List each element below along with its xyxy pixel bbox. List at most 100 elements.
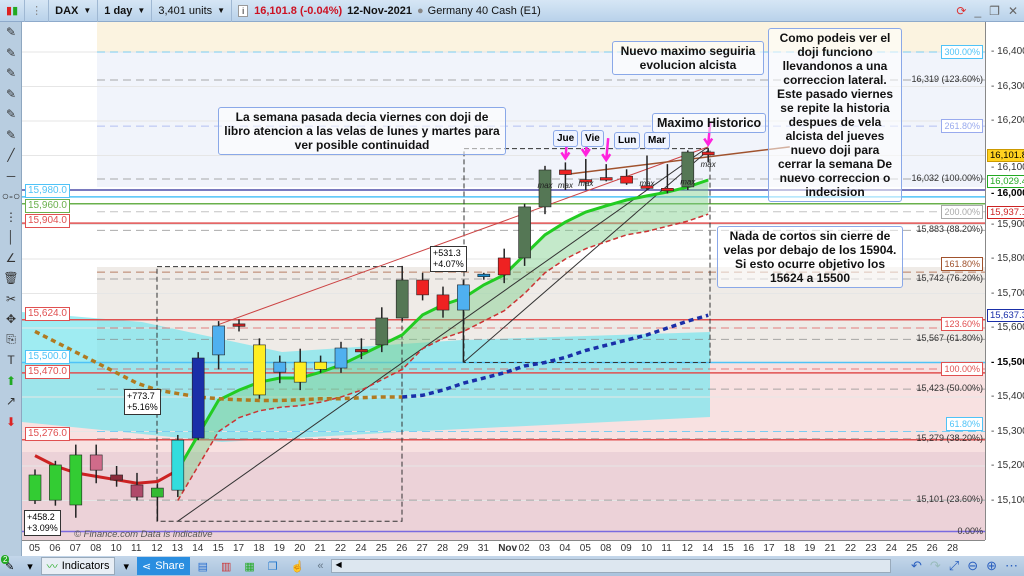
windows-icon[interactable]: ❐ <box>267 560 278 573</box>
indicators-button[interactable]: 〰 Indicators <box>40 557 116 575</box>
close-icon[interactable]: ✕ <box>1007 3 1018 18</box>
hline-label[interactable]: 15,276.0 <box>25 426 70 441</box>
indicators-dropdown[interactable]: ▾ <box>123 560 129 573</box>
share-button[interactable]: ⋖ Share <box>136 557 190 575</box>
drawing-toolbar: ✎ ✎ ✎ ✎ ✎ ✎ ╱ ─ ○-○ ⋮ │ ∠ 🗑 ✂ ✥ ⎘ T ⬆ ↗ ⬇ <box>0 22 22 556</box>
arrow-icon[interactable]: ↗ <box>5 394 17 409</box>
vline-icon[interactable]: │ <box>7 230 15 245</box>
hline-label[interactable]: 15,470.0 <box>25 364 70 379</box>
annotation-new-high[interactable]: Nuevo maximo seguiria evolucion alcista <box>612 41 764 75</box>
candle-body <box>191 357 205 439</box>
zoom-in-icon[interactable]: ⊕ <box>986 558 997 573</box>
brush-icon[interactable]: ✎ <box>5 45 17 60</box>
price-tick: - 16,200 <box>991 115 1024 126</box>
chart-type-icon[interactable]: ▮ ▮ <box>0 0 26 22</box>
comment-icon[interactable]: ▤ <box>197 560 208 573</box>
price-tick: - 15,100 <box>991 494 1024 506</box>
arrow-down-icon[interactable]: ⬇ <box>5 414 17 429</box>
vsegment-icon[interactable]: ⋮ <box>5 209 17 224</box>
symbol-select[interactable]: DAX ▼ <box>49 0 99 22</box>
fib-level-label: 16,032 (100.00%) <box>911 172 983 183</box>
band-area <box>177 179 709 501</box>
date-tick: 23 <box>865 543 877 554</box>
cursor-icon[interactable]: ✎ <box>5 86 17 101</box>
date-tick: 18 <box>783 543 795 554</box>
drawing-tools-button[interactable]: ✎ 2 <box>1 555 15 573</box>
angle-icon[interactable]: ∠ <box>5 250 17 265</box>
label-lun[interactable]: Lun <box>614 132 641 149</box>
date-tick: 04 <box>559 543 571 554</box>
zoom-out-icon[interactable]: ⊖ <box>967 558 979 573</box>
collapse-icon[interactable]: « <box>317 560 324 572</box>
alert-icon[interactable]: ✎ <box>5 66 17 81</box>
zone-bottom <box>22 452 985 540</box>
text-icon[interactable]: T <box>7 353 15 368</box>
candle-body <box>497 257 511 276</box>
measure-points: +531.3 <box>433 248 461 258</box>
fib-level-label: 123.60% <box>941 317 983 332</box>
max-label: max <box>537 181 553 190</box>
arrow-up-icon[interactable]: ⬆ <box>5 373 17 388</box>
interval-select[interactable]: 1 day ▼ <box>98 0 153 22</box>
measure-box-2[interactable]: +773.7 +5.16% <box>124 389 161 415</box>
tools-icon[interactable]: ✂ <box>5 291 17 306</box>
zoom-fit-icon[interactable]: ⤢ <box>948 558 960 573</box>
annotation-no-shorts[interactable]: Nada de cortos sin cierre de velas por d… <box>717 226 903 288</box>
more-icon[interactable]: ⋯ <box>1005 558 1018 573</box>
info-icon[interactable]: i <box>238 4 249 17</box>
price-tick: - 15,500 <box>991 356 1024 368</box>
copy-icon[interactable]: ⎘ <box>6 332 16 347</box>
hline-label[interactable]: 15,500.0 <box>25 349 70 364</box>
line-icon[interactable]: ╱ <box>7 148 15 163</box>
date-tick: 08 <box>600 543 612 554</box>
current-date: 12-Nov-2021 <box>347 4 412 17</box>
date-tick: 10 <box>110 543 122 554</box>
link-icon[interactable]: ⋮ <box>25 0 50 22</box>
trash-icon[interactable]: 🗑 <box>3 271 19 286</box>
badge: 2 <box>1 555 10 564</box>
hline-label[interactable]: 15,904.0 <box>25 213 70 228</box>
refresh-icon[interactable]: ⟳ <box>956 3 967 18</box>
trade-icon[interactable]: ☝ <box>290 560 305 573</box>
ruler-icon[interactable]: ✎ <box>5 107 17 122</box>
label-vie[interactable]: Vie <box>581 130 604 147</box>
candle-body <box>212 325 225 356</box>
date-axis[interactable]: 05 06 07 08 10 11 12 13 14 15 17 18 19 20 21 22 24 25 26 27… <box>22 540 985 556</box>
pencil-icon[interactable]: ✎ <box>5 25 17 40</box>
date-tick: 06 <box>49 543 61 554</box>
hline-label[interactable]: 15,960.0 <box>25 198 70 213</box>
hline-label[interactable]: 15,980.0 <box>25 183 70 198</box>
current-price: 16,101.8 (-0.04%) <box>254 4 343 17</box>
nodes-icon[interactable]: ✎ <box>5 127 17 142</box>
segment-icon[interactable]: ○-○ <box>1 189 21 204</box>
annotation-doji[interactable]: Como podeis ver el doji funciono llevand… <box>768 28 902 202</box>
measure-box-3[interactable]: +458.2 +3.09% <box>24 510 61 536</box>
minimize-icon[interactable]: _ <box>974 3 982 18</box>
redo-icon[interactable]: ↷ <box>929 558 941 573</box>
report-icon[interactable]: ▥ <box>220 560 232 573</box>
date-tick: 28 <box>947 543 959 554</box>
candle-body <box>28 474 42 501</box>
compare-icon[interactable]: ▦ <box>244 560 255 573</box>
label-jue[interactable]: Jue <box>553 130 579 147</box>
units-select[interactable]: 3,401 units ▼ <box>152 0 233 22</box>
measure-box-1[interactable]: +531.3 +4.07% <box>430 246 467 272</box>
fib-level-label: 0.00% <box>957 525 983 536</box>
label-mar[interactable]: Mar <box>644 132 670 149</box>
tools-dropdown[interactable]: ▾ <box>27 560 33 573</box>
fib-level-label: 15,883 (88.20%) <box>916 224 983 235</box>
horizontal-scrollbar[interactable]: ◀ <box>331 559 892 573</box>
undo-icon[interactable]: ↶ <box>910 558 922 573</box>
date-tick: 11 <box>661 543 672 554</box>
annotation-record-high[interactable]: Maximo Historico <box>652 113 767 133</box>
price-tick: - 15,200 <box>991 460 1024 471</box>
hline-label[interactable]: 15,624.0 <box>25 306 70 321</box>
annotation-last-week[interactable]: La semana pasada decia viernes con doji … <box>218 107 506 155</box>
price-axis[interactable]: - 16,400 - 16,300 - 16,200 16,101.8- 16,100… <box>985 22 1024 540</box>
hline-icon[interactable]: ─ <box>6 168 16 183</box>
restore-icon[interactable]: ❐ <box>989 3 1000 18</box>
candle-body <box>559 169 572 175</box>
date-tick: 26 <box>926 543 938 554</box>
move-icon[interactable]: ✥ <box>5 312 17 327</box>
candle-body <box>232 323 246 327</box>
